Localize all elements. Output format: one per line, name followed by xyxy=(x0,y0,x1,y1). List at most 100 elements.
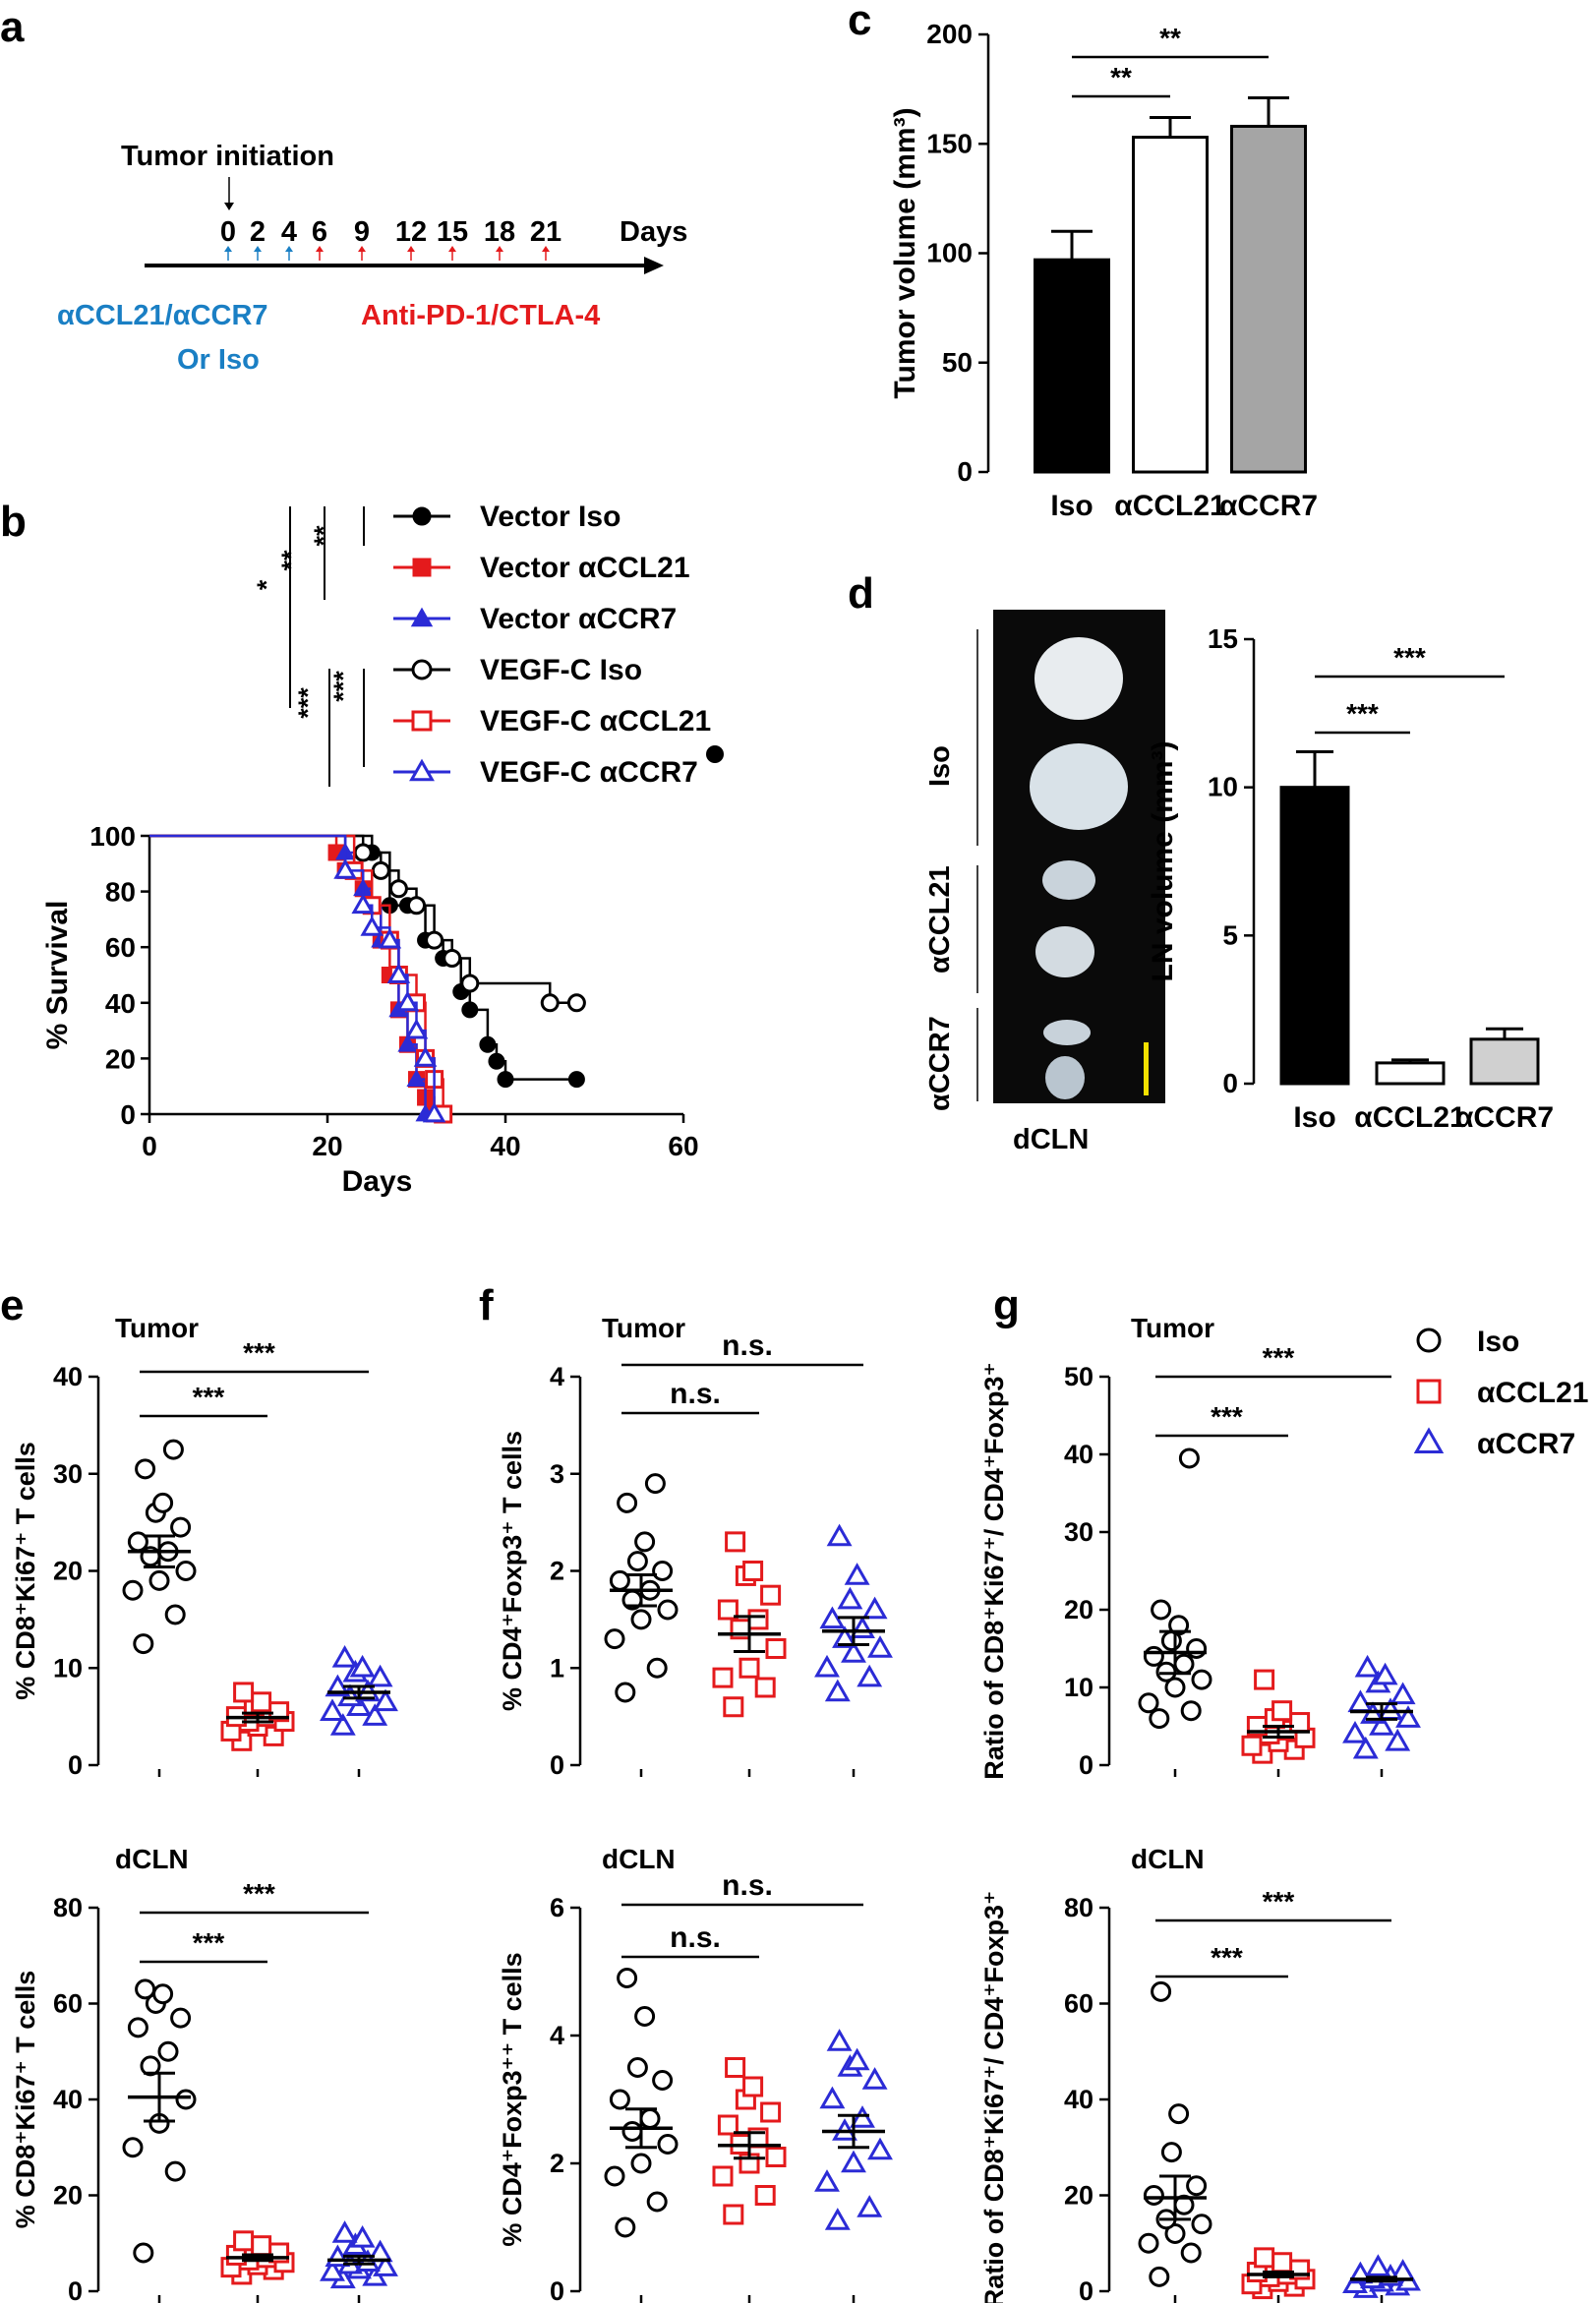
data-point-Iso xyxy=(162,1439,184,1460)
data-point-αCCR7 xyxy=(1360,1701,1386,1724)
tumor-volume-bar-chart: 0 50 100 150 200 Tumor volume (mm³) Iso αCCL21α… xyxy=(889,19,1318,522)
bar-y-tick-label: 200 xyxy=(926,19,973,49)
data-point-αCCR7 xyxy=(819,1606,846,1629)
survival-point xyxy=(461,1001,479,1019)
photo-label-ccr7: αCCR7 xyxy=(924,1016,956,1111)
legend-marker-5 xyxy=(409,758,435,782)
scatter-y-tick-label: 10 xyxy=(1064,1673,1094,1702)
data-point-Iso xyxy=(1138,1692,1159,1714)
bar-category-label: αCCR7 xyxy=(1455,1101,1554,1134)
data-point-αCCR7 xyxy=(826,1523,853,1547)
ln-ccl21-1 xyxy=(1042,860,1095,900)
panel-c: c 0 50 100 150 200 Tumor volume (mm³) Iso αCCL2… xyxy=(848,0,1318,522)
bar-category-label: Iso xyxy=(1050,490,1093,522)
survival-point xyxy=(488,1052,505,1070)
survival-y-tick-label: 100 xyxy=(89,821,136,852)
scatter-y-tick-label: 4 xyxy=(550,1362,564,1391)
scatter-y-tick-label: 10 xyxy=(53,1653,83,1683)
data-point-αCCR7 xyxy=(329,1713,356,1736)
scatter-y-tick-label: 40 xyxy=(1064,2085,1094,2114)
data-point-Iso xyxy=(646,1657,668,1679)
photo-caption: dCLN xyxy=(1013,1124,1089,1155)
data-point-Iso xyxy=(140,2055,161,2077)
ln-ccr7-2 xyxy=(1045,1056,1085,1099)
data-point-Iso xyxy=(615,1682,636,1703)
legend-label-2: Vector αCCR7 xyxy=(480,603,677,635)
data-point-αCCR7 xyxy=(1342,1721,1368,1743)
data-point-αCCL21 xyxy=(1254,1669,1275,1690)
sig-label-top: ** xyxy=(309,525,338,547)
survival-significance-brackets: *********** xyxy=(252,506,365,787)
sig-label-bottom: *** xyxy=(328,671,358,702)
data-point-αCCL21 xyxy=(739,1657,760,1679)
data-point-Iso xyxy=(164,1604,186,1625)
data-point-Iso xyxy=(135,1458,156,1480)
bar-2 xyxy=(1230,124,1307,474)
data-point-αCCR7 xyxy=(857,2195,883,2217)
data-point-Iso xyxy=(1149,2266,1170,2287)
data-point-Iso xyxy=(164,2160,186,2182)
data-point-αCCL21 xyxy=(760,1584,782,1606)
scatter-title: dCLN xyxy=(1131,1844,1205,1874)
data-point-Iso xyxy=(652,1561,674,1581)
scatter-y-tick-label: 20 xyxy=(1064,2181,1094,2211)
scatter-y-tick-label: 80 xyxy=(1064,1893,1094,1922)
data-point-Iso xyxy=(634,2006,656,2027)
legend-label-4: VEGF-C αCCL21 xyxy=(480,705,711,738)
legend-marker-1 xyxy=(412,558,432,577)
legend-marker-0 xyxy=(412,506,432,526)
scatter-y-label: Ratio of CD8⁺Ki67⁺/ CD4⁺Foxp3⁺ xyxy=(979,1362,1009,1780)
days-label: Days xyxy=(620,216,687,248)
data-point-αCCL21 xyxy=(717,2114,739,2136)
legend-label-3: VEGF-C Iso xyxy=(480,654,642,686)
treatment-arrowhead-15 xyxy=(448,246,456,252)
data-point-αCCR7 xyxy=(837,1586,863,1610)
survival-point xyxy=(388,879,408,899)
scatter-y-tick-label: 2 xyxy=(550,2149,564,2178)
data-point-αCCR7 xyxy=(1385,1728,1411,1751)
checkpoint-therapy-label: Anti-PD-1/CTLA-4 xyxy=(361,300,600,331)
data-point-Iso xyxy=(170,2007,192,2029)
data-point-Iso xyxy=(1151,1599,1172,1621)
data-point-Iso xyxy=(646,2191,668,2213)
data-point-αCCL21 xyxy=(725,1531,746,1553)
data-point-Iso xyxy=(652,2070,674,2091)
data-point-αCCR7 xyxy=(861,2067,888,2090)
sig-label-1: n.s. xyxy=(722,1869,773,1902)
panel-a: a Tumor initiation 0 2 4 6 9 12 15 18 21 Days αC… xyxy=(0,3,687,376)
data-point-Iso xyxy=(630,1609,652,1630)
bar-1 xyxy=(1375,1061,1446,1086)
data-point-Iso xyxy=(1180,2242,1202,2264)
data-point-αCCL21 xyxy=(1271,2252,1293,2273)
scatter-title: dCLN xyxy=(115,1844,189,1874)
data-point-αCCR7 xyxy=(1365,2254,1391,2276)
scatter-y-tick-label: 1 xyxy=(550,1653,564,1683)
data-point-αCCL21 xyxy=(723,2204,744,2225)
data-point-Iso xyxy=(152,1983,174,2005)
data-point-Iso xyxy=(1191,1669,1212,1690)
survival-y-tick-label: 40 xyxy=(105,988,136,1019)
treatment-arrowhead-2 xyxy=(254,246,262,252)
sig-label-0: *** xyxy=(1346,698,1379,729)
survival-x-tick-label: 40 xyxy=(490,1131,520,1161)
data-point-Iso xyxy=(148,1569,170,1591)
scatter-y-tick-label: 0 xyxy=(550,2276,564,2303)
bar-y-tick-label: 5 xyxy=(1222,919,1238,950)
survival-point xyxy=(540,993,560,1013)
survival-y-label: % Survival xyxy=(41,901,74,1050)
scatter-y-tick-label: 0 xyxy=(68,2276,83,2303)
bar-category-label: Iso xyxy=(1293,1101,1335,1134)
scatter-legend: Iso αCCL21 αCCR7 xyxy=(1413,1326,1588,1460)
sig-label-0: n.s. xyxy=(670,1921,721,1954)
day-tick-labels: 0 2 4 6 9 12 15 18 21 xyxy=(220,216,562,248)
data-point-αCCL21 xyxy=(712,1667,734,1688)
data-point-Iso xyxy=(644,1473,666,1495)
scatter-e-dcln: dCLN 0 20 40 60 80 % CD8⁺Ki67⁺ T cells *** *** xyxy=(11,1844,398,2303)
sig-label-1: *** xyxy=(243,1337,275,1368)
data-point-αCCR7 xyxy=(1369,1713,1394,1736)
survival-point xyxy=(351,893,375,915)
scatter-y-tick-label: 4 xyxy=(550,2021,564,2050)
scatter-y-tick-label: 80 xyxy=(53,1893,83,1922)
stray-dot xyxy=(706,745,724,763)
data-point-αCCL21 xyxy=(754,1677,776,1698)
